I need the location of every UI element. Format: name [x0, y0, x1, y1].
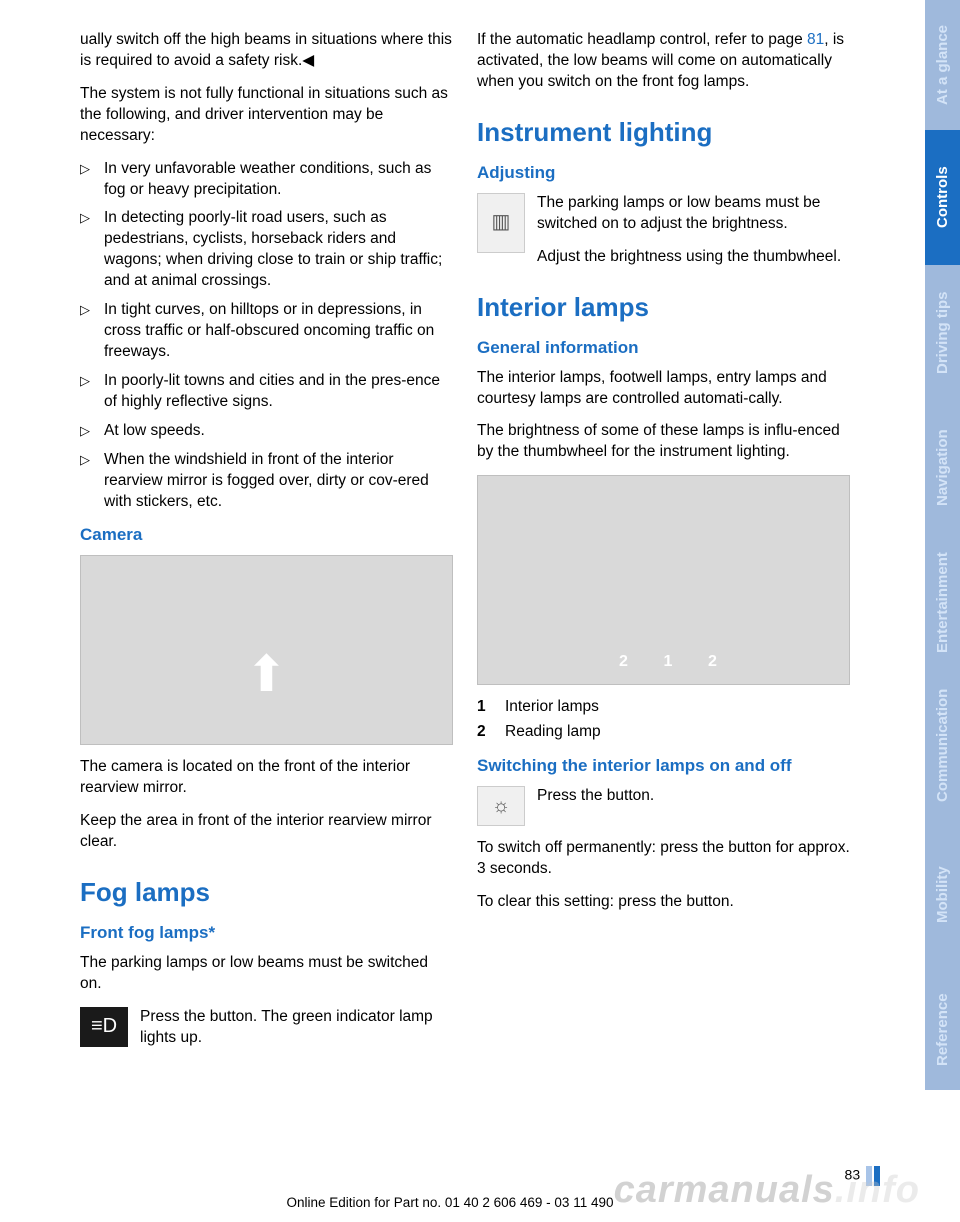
page-ref-link[interactable]: 81	[807, 31, 824, 48]
interior-lamps-heading: Interior lamps	[477, 290, 850, 325]
camera-illustration	[80, 555, 453, 745]
side-tab-communication[interactable]: Communication	[925, 670, 960, 820]
side-tab-mobility[interactable]: Mobility	[925, 820, 960, 970]
switching-heading: Switching the interior lamps on and off	[477, 755, 850, 778]
body-text: The parking lamps or low beams must be s…	[80, 953, 453, 995]
body-text: The interior lamps, footwell lamps, entr…	[477, 368, 850, 410]
adjusting-heading: Adjusting	[477, 162, 850, 185]
legend-label: Interior lamps	[505, 697, 599, 718]
general-info-heading: General information	[477, 337, 850, 360]
camera-heading: Camera	[80, 524, 453, 547]
body-text: Press the button.	[537, 786, 654, 807]
side-tabs: At a glanceControlsDriving tipsNavigatio…	[925, 0, 960, 1222]
fog-lamps-heading: Fog lamps	[80, 875, 453, 910]
legend-row: 1 Interior lamps	[477, 697, 850, 718]
front-fog-lamps-heading: Front fog lamps*	[80, 922, 453, 945]
legend-number: 1	[477, 697, 491, 718]
body-text: Adjust the brightness using the thumbwhe…	[537, 247, 850, 268]
legend-label: Reading lamp	[505, 722, 601, 743]
body-text: ually switch off the high beams in situa…	[80, 30, 453, 72]
right-column: If the automatic headlamp control, refer…	[477, 30, 850, 1061]
interior-lamp-icon: ☼	[477, 786, 525, 826]
left-column: ually switch off the high beams in situa…	[80, 30, 453, 1061]
body-text: If the automatic headlamp control, refer…	[477, 30, 850, 93]
body-text: To switch off permanently: press the but…	[477, 838, 850, 880]
legend-list: 1 Interior lamps 2 Reading lamp	[477, 697, 850, 743]
page-bar-icon	[866, 1166, 872, 1186]
bullet-item: In very unfavorable weather conditions, …	[80, 159, 453, 201]
fog-lamp-icon: ≡D	[80, 1007, 128, 1047]
legend-number: 2	[477, 722, 491, 743]
footer-text: Online Edition for Part no. 01 40 2 606 …	[0, 1195, 900, 1210]
body-text: The system is not fully functional in si…	[80, 84, 453, 147]
body-text: The brightness of some of these lamps is…	[477, 421, 850, 463]
page-number: 83	[845, 1167, 861, 1183]
text-block: The parking lamps or low beams must be s…	[537, 193, 850, 268]
bullet-item: In poorly-lit towns and cities and in th…	[80, 371, 453, 413]
body-text: The camera is located on the front of th…	[80, 757, 453, 799]
bullet-item: At low speeds.	[80, 421, 453, 442]
side-tab-at-a-glance[interactable]: At a glance	[925, 0, 960, 130]
side-tab-controls[interactable]: Controls	[925, 130, 960, 265]
page-number-block: 83	[0, 1166, 880, 1186]
thumbwheel-row: ▥ The parking lamps or low beams must be…	[477, 193, 850, 268]
side-tab-entertainment[interactable]: Entertainment	[925, 535, 960, 670]
text-fragment: If the automatic headlamp control, refer…	[477, 31, 807, 48]
bullet-item: In detecting poorly-lit road users, such…	[80, 208, 453, 292]
page-content: ually switch off the high beams in situa…	[80, 30, 850, 1061]
body-text: Keep the area in front of the interior r…	[80, 811, 453, 853]
body-text: Press the button. The green indicator la…	[140, 1007, 453, 1049]
body-text: To clear this setting: press the button.	[477, 892, 850, 913]
instrument-lighting-heading: Instrument lighting	[477, 115, 850, 150]
legend-row: 2 Reading lamp	[477, 722, 850, 743]
side-tab-navigation[interactable]: Navigation	[925, 400, 960, 535]
bullet-list: In very unfavorable weather conditions, …	[80, 159, 453, 513]
side-tab-reference[interactable]: Reference	[925, 970, 960, 1090]
body-text: The parking lamps or low beams must be s…	[537, 193, 850, 235]
fog-lamp-button-row: ≡D Press the button. The green indicator…	[80, 1007, 453, 1049]
thumbwheel-icon: ▥	[477, 193, 525, 253]
page-bar-icon	[874, 1166, 880, 1186]
interior-lamps-illustration: 2 1 2	[477, 475, 850, 685]
bullet-item: When the windshield in front of the inte…	[80, 450, 453, 513]
bullet-item: In tight curves, on hilltops or in depre…	[80, 300, 453, 363]
side-tab-driving-tips[interactable]: Driving tips	[925, 265, 960, 400]
interior-button-row: ☼ Press the button.	[477, 786, 850, 826]
